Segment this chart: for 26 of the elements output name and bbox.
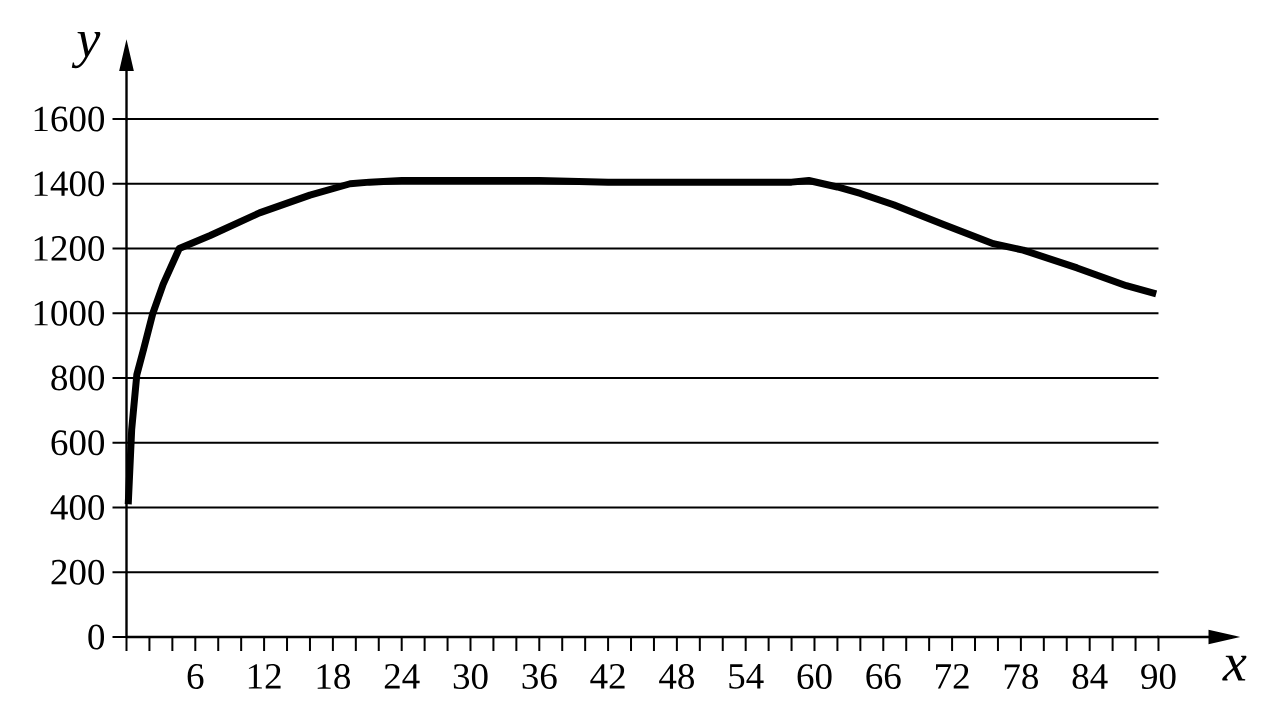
x-tick-label: 42: [590, 664, 625, 689]
x-tick-label: 60: [797, 664, 832, 690]
x-tick-label: 66: [866, 664, 901, 689]
x-tick-label: 54: [729, 664, 764, 689]
x-axis-title: x: [1222, 655, 1247, 681]
x-tick-label: 6: [187, 664, 204, 689]
x-tick-label: 18: [317, 664, 350, 690]
x-tick-label: 30: [453, 664, 488, 690]
y-axis-title: y: [71, 31, 101, 69]
y-tick-label: 1600: [34, 106, 105, 132]
y-tick-label: 1000: [34, 300, 105, 326]
y-tick-label: 0: [88, 624, 105, 650]
y-tick-label: 600: [51, 430, 105, 456]
x-tick-label: 78: [1004, 664, 1038, 690]
x-tick-label: 72: [936, 664, 969, 689]
x-tick-label: 24: [384, 664, 420, 689]
x-tick-label: 90: [1141, 664, 1176, 690]
y-tick-label: 800: [51, 365, 105, 391]
y-tick-label: 1200: [34, 236, 105, 261]
y-tick-label: 1400: [34, 171, 105, 197]
y-tick-label: 400: [50, 495, 105, 520]
y-tick-label: 200: [51, 559, 105, 585]
x-tick-label: 84: [1072, 664, 1108, 690]
x-tick-label: 36: [522, 664, 557, 689]
x-tick-label: 48: [659, 664, 694, 690]
x-tick-label: 12: [248, 664, 281, 689]
